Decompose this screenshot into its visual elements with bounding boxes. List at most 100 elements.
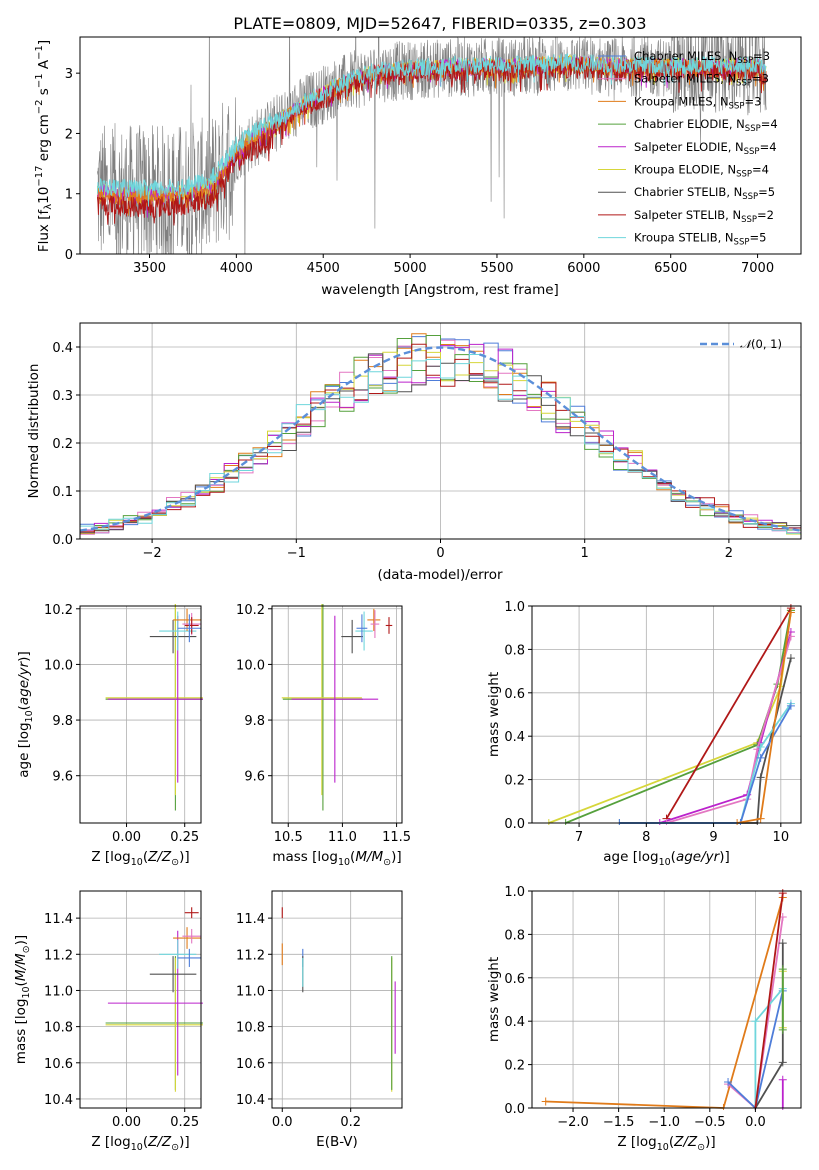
series-kroupa-miles-marker (541, 1097, 550, 1106)
series-kroupa-stelib-marker (751, 1017, 760, 1026)
spectrum-x-ticks: 3500 4000 4500 5000 5500 6000 6500 7000 (133, 254, 774, 276)
spectrum-title: PLATE=0809, MJD=52647, FIBERID=0335, z=0… (233, 14, 646, 33)
age-vs-metallicity-panel: 0.00 0.25 9.6 9.8 10.0 10.2 Z [log10(Z/Z⊙)] age… (16, 603, 203, 868)
spectrum-legend: Chabrier MILES, NSSP=3 Salpeter MILES, NS… (598, 49, 778, 248)
spectrum-x-label: wavelength [Angstrom, rest frame] (321, 282, 559, 298)
y-tick-label: 11.2 (44, 948, 73, 963)
x-axis-label: Z [log10(Z/Z⊙)] (617, 1134, 715, 1153)
x-tick-label: 0.2 (340, 1115, 361, 1130)
x-tick-label: 2 (725, 546, 733, 561)
x-tick-label: 3500 (133, 261, 166, 276)
y-tick-label: 0.1 (52, 485, 73, 500)
y-tick-label: 10.4 (236, 1093, 265, 1108)
y-tick-label: 0.4 (504, 1015, 525, 1030)
spectrum-lines (96, 37, 767, 254)
series-salpeter-miles-line (666, 636, 792, 824)
legend-entry-label: Salpeter MILES, NSSP=3 (634, 72, 769, 89)
x-axis-label: age [log10(age/yr)] (603, 849, 729, 868)
panel-frame (271, 605, 403, 824)
mass-vs-metallicity-panel: 0.00 0.25 10.4 10.6 10.8 11.0 11.2 11.4 Z [log10… (13, 890, 203, 1153)
panel-frame (531, 605, 802, 824)
x-tick-label: 9 (709, 830, 717, 845)
x-tick-label: 0.00 (112, 830, 141, 845)
residual-legend: 𝒩(0, 1) (700, 337, 782, 351)
y-tick-label: 11.2 (236, 948, 265, 963)
mass-vs-ebv-panel: 0.0 0.2 10.4 10.6 10.8 11.0 11.2 11.4 E(B-V) (236, 890, 403, 1150)
y-tick-label: 9.8 (52, 714, 73, 729)
x-tick-label: 6500 (654, 261, 687, 276)
x-tick-label: 10.5 (274, 830, 303, 845)
x-tick-label: 6000 (567, 261, 600, 276)
residual-plot-area (80, 333, 801, 535)
x-tick-label: 8 (642, 830, 650, 845)
residual-y-ticks: 0.0 0.1 0.2 0.3 0.4 (52, 341, 80, 548)
y-tick-label: 9.6 (52, 770, 73, 785)
legend-entry-label: Salpeter STELIB, NSSP=2 (634, 208, 774, 225)
y-tick-label: 3 (65, 67, 73, 82)
legend-entry-label: Kroupa ELODIE, NSSP=4 (634, 163, 769, 180)
legend-entry-label: Kroupa MILES, NSSP=3 (634, 94, 761, 111)
y-tick-label: 10.8 (236, 1021, 265, 1036)
y-tick-label: 10.0 (44, 658, 73, 673)
x-tick-label: 7 (575, 830, 583, 845)
residual-y-label: Normed distribution (26, 364, 42, 499)
y-tick-label: 10.8 (44, 1021, 73, 1036)
y-tick-label: 1 (65, 188, 73, 203)
x-tick-label: 11.5 (382, 830, 411, 845)
x-tick-label: −2.0 (557, 1115, 589, 1130)
series-kroupa-stelib-marker (756, 743, 765, 752)
x-tick-label: 5000 (394, 261, 427, 276)
y-tick-label: 11.0 (44, 984, 73, 999)
model-spectrum-kroupa-stelib-line (96, 53, 767, 207)
y-tick-label: 10.6 (44, 1057, 73, 1072)
x-tick-label: 10 (773, 830, 790, 845)
x-tick-label: −1.0 (648, 1115, 680, 1130)
series-chabrier-stelib-marker (756, 773, 765, 782)
spectrum-y-ticks: 0 1 2 3 (65, 67, 80, 263)
age-vs-mass-panel: 10.5 11.0 11.5 9.6 9.8 10.0 10.2 mass [log10(M/… (236, 603, 411, 868)
x-tick-label: −0.5 (694, 1115, 726, 1130)
y-tick-label: 1.0 (504, 600, 525, 615)
massweight-vs-age-panel: 7 8 9 10 0.0 0.2 0.4 0.6 0.8 1.0 age [log10(age/yr… (486, 600, 802, 868)
series-chabrier-miles-marker (724, 1077, 733, 1086)
panel-frame (79, 605, 202, 824)
y-tick-label: 11.4 (44, 912, 73, 927)
residual-x-label: (data-model)/error (377, 567, 503, 583)
y-axis-label: mass [log10(M/M⊙)] (13, 935, 32, 1064)
legend-entry-label: Salpeter ELODIE, NSSP=4 (634, 140, 777, 157)
x-tick-label: 0 (436, 546, 444, 561)
series-chabrier-stelib-marker (778, 1058, 787, 1067)
y-tick-label: 0.6 (504, 687, 525, 702)
y-tick-label: 0.0 (52, 533, 73, 548)
panel-frame (271, 890, 403, 1109)
y-tick-label: 0.3 (52, 389, 73, 404)
y-tick-label: 0.8 (504, 643, 525, 658)
y-tick-label: 0.4 (504, 730, 525, 745)
x-axis-label: Z [log10(Z/Z⊙)] (91, 1134, 189, 1153)
normal-legend-label: 𝒩(0, 1) (740, 337, 782, 351)
x-tick-label: 1 (581, 546, 589, 561)
y-tick-label: 2 (65, 127, 73, 142)
spectrum-y-label: Flux [fλ10−17 erg cm−2 s−1 A−1] (34, 40, 54, 252)
x-tick-label: −2 (143, 546, 162, 561)
y-tick-label: 0.2 (504, 1059, 525, 1074)
y-tick-label: 0.2 (52, 437, 73, 452)
y-tick-label: 9.8 (244, 714, 265, 729)
series-salpeter-stelib-line (754, 893, 784, 1109)
panel-frame (531, 890, 802, 1109)
x-tick-label: 4500 (307, 261, 340, 276)
spectrum-plot-area (96, 37, 767, 254)
y-tick-label: 0.2 (504, 774, 525, 789)
x-tick-label: −1 (287, 546, 306, 561)
series-salpeter-elodie-marker (778, 1075, 787, 1084)
y-tick-label: 10.2 (44, 603, 73, 618)
y-tick-label: 0.8 (504, 928, 525, 943)
y-tick-label: 0.0 (504, 817, 525, 832)
y-axis-label: age [log10(age/yr)] (16, 651, 35, 777)
y-tick-label: 0.4 (52, 341, 73, 356)
series-chabrier-miles-marker (786, 701, 795, 710)
legend-entry-label: Kroupa STELIB, NSSP=5 (634, 231, 766, 248)
y-tick-label: 10.2 (236, 603, 265, 618)
series-chabrier-stelib-marker (786, 654, 795, 663)
